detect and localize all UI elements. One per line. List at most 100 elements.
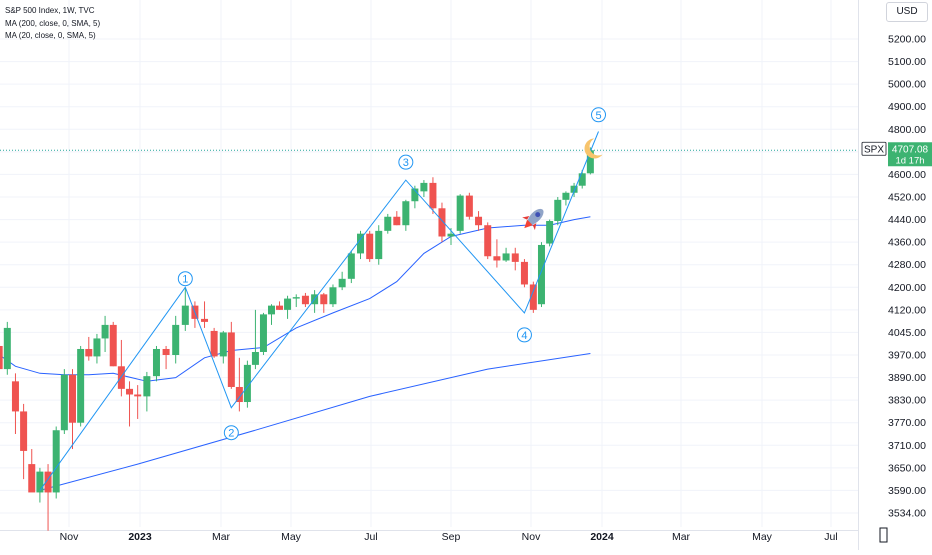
candle-body bbox=[338, 278, 346, 288]
x-tick-label: Jul bbox=[824, 531, 837, 543]
candle-body bbox=[143, 376, 151, 397]
wave-label: 5 bbox=[595, 110, 601, 122]
candle-body bbox=[162, 348, 170, 355]
y-tick-label: 3770.00 bbox=[888, 417, 926, 429]
candle-body bbox=[438, 208, 446, 237]
candle-body bbox=[537, 244, 545, 305]
y-tick-label: 4360.00 bbox=[888, 237, 926, 249]
indicator-legend-ma200[interactable]: MA (200, close, 0, SMA, 5) bbox=[5, 19, 101, 28]
y-tick-label: 5000.00 bbox=[888, 79, 926, 91]
wave-label-circle bbox=[177, 271, 193, 287]
x-tick-label: Mar bbox=[672, 531, 691, 543]
candle-body bbox=[493, 256, 501, 261]
candle-body bbox=[284, 298, 292, 310]
price-tag-value: 4707.08 bbox=[892, 144, 929, 155]
y-tick-label: 4900.00 bbox=[888, 101, 926, 113]
candle-body bbox=[235, 386, 243, 403]
candle-body bbox=[429, 182, 437, 209]
wave-label-circle bbox=[223, 425, 239, 441]
candle-body bbox=[411, 188, 419, 202]
y-tick-label: 3650.00 bbox=[888, 462, 926, 474]
y-tick-label: 4200.00 bbox=[888, 282, 926, 294]
candle-body bbox=[44, 471, 52, 493]
moon-icon bbox=[584, 138, 603, 159]
candle-body bbox=[447, 233, 455, 237]
wave-label: 2 bbox=[228, 428, 234, 440]
candle-body bbox=[134, 394, 142, 397]
x-tick-label: 2023 bbox=[128, 531, 152, 543]
candle-body bbox=[126, 388, 134, 395]
candle-body bbox=[384, 216, 392, 231]
y-tick-label: 3590.00 bbox=[888, 485, 926, 497]
candle-body bbox=[393, 216, 401, 226]
x-tick-label: Nov bbox=[60, 531, 79, 543]
y-tick-label: 4520.00 bbox=[888, 192, 926, 204]
candle-body bbox=[292, 297, 300, 299]
symbol-tag-box bbox=[861, 141, 887, 156]
price-tag-box bbox=[888, 142, 932, 167]
y-tick-label: 3830.00 bbox=[888, 395, 926, 407]
candle-body bbox=[375, 230, 383, 260]
candle-body bbox=[475, 216, 483, 226]
x-tick-label: Sep bbox=[442, 531, 461, 543]
candle-body bbox=[0, 345, 3, 370]
x-tick-label: May bbox=[752, 531, 773, 543]
candle-body bbox=[117, 366, 125, 389]
x-tick-label: Mar bbox=[212, 531, 231, 543]
x-tick-label: May bbox=[281, 531, 302, 543]
wave-label: 4 bbox=[521, 330, 527, 342]
candle-body bbox=[152, 348, 160, 377]
candle-body bbox=[3, 327, 11, 370]
candle-body bbox=[320, 294, 328, 305]
candle-body bbox=[77, 348, 85, 423]
candle-body bbox=[11, 381, 19, 412]
candle-body bbox=[529, 284, 537, 310]
y-tick-label: 5100.00 bbox=[888, 56, 926, 68]
candle-body bbox=[85, 348, 93, 357]
candle-body bbox=[502, 253, 510, 261]
candle-body bbox=[93, 338, 101, 357]
symbol-tag: SPX bbox=[864, 144, 884, 155]
wave-label: 1 bbox=[182, 274, 188, 286]
candle-body bbox=[20, 411, 28, 451]
candle-body bbox=[329, 287, 337, 305]
candle-body bbox=[586, 150, 594, 174]
candle-body bbox=[36, 471, 44, 493]
price-tag-countdown: 1d 17h bbox=[895, 155, 924, 166]
candle-body bbox=[227, 332, 235, 387]
candle-body bbox=[554, 199, 562, 221]
candle-body bbox=[366, 233, 374, 260]
candle-body bbox=[301, 295, 309, 305]
candle-body bbox=[210, 330, 218, 357]
candle-body bbox=[456, 195, 464, 231]
rocket-icon bbox=[522, 208, 544, 231]
candle-body bbox=[68, 374, 76, 423]
ma20-line bbox=[0, 216, 591, 382]
x-tick-label: 2024 bbox=[590, 531, 614, 543]
candle-body bbox=[511, 253, 519, 262]
y-tick-label: 3890.00 bbox=[888, 372, 926, 384]
ma200-line bbox=[39, 353, 591, 491]
y-tick-label: 3534.00 bbox=[888, 508, 926, 520]
candle-body bbox=[570, 185, 578, 193]
candle-body bbox=[243, 364, 251, 403]
settings-icon bbox=[879, 527, 888, 543]
y-tick-label: 4280.00 bbox=[888, 259, 926, 271]
indicator-legend-ma20[interactable]: MA (20, close, 0, SMA, 5) bbox=[5, 31, 96, 40]
candle-body bbox=[465, 195, 473, 217]
candle-body bbox=[251, 351, 259, 365]
y-tick-label: 4120.00 bbox=[888, 304, 926, 316]
candle-body bbox=[357, 233, 365, 254]
candle-body bbox=[201, 318, 209, 322]
elliott-wave-path bbox=[39, 131, 599, 491]
x-tick-label: Jul bbox=[364, 531, 377, 543]
candle-body bbox=[276, 305, 284, 310]
wave-label: 3 bbox=[403, 157, 409, 169]
currency-button[interactable]: USD bbox=[886, 2, 928, 22]
y-tick-label: 4800.00 bbox=[888, 124, 926, 136]
candle-body bbox=[347, 253, 355, 279]
y-tick-label: 4600.00 bbox=[888, 169, 926, 181]
y-tick-label: 4440.00 bbox=[888, 214, 926, 226]
